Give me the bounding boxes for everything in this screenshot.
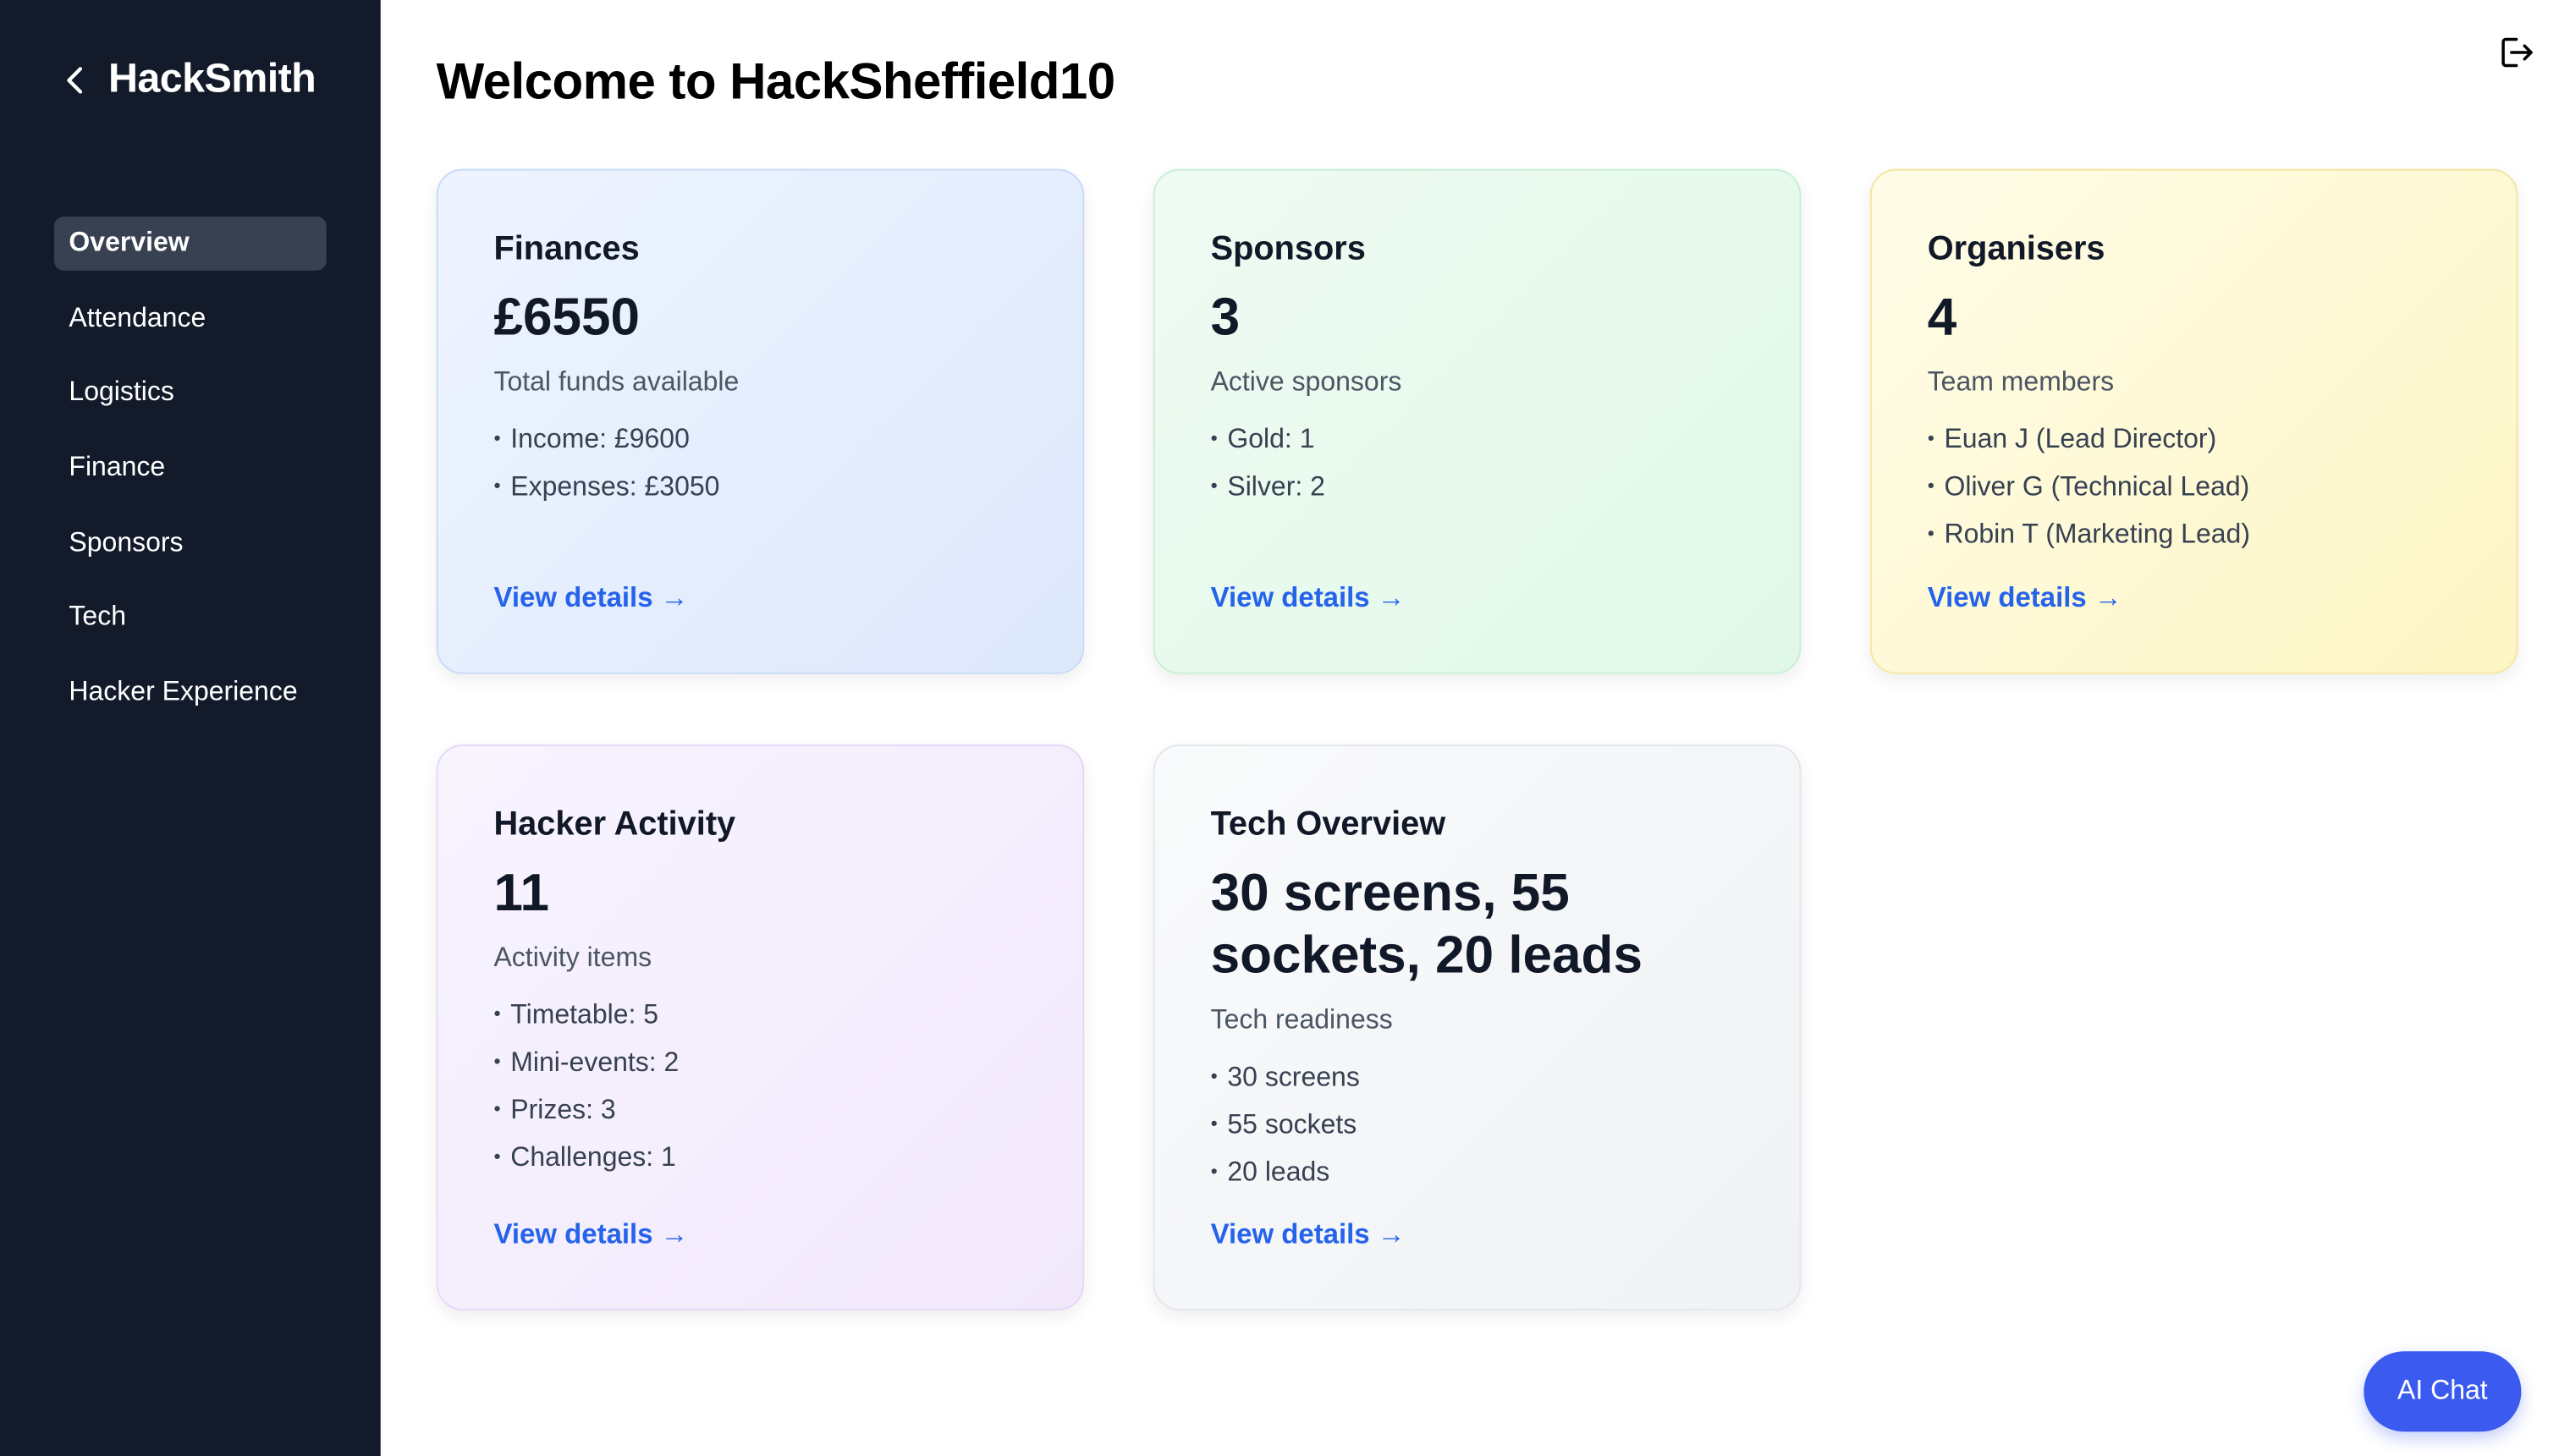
sponsors-card: Sponsors 3 Active sponsors Gold: 1Silver… xyxy=(1153,168,1802,674)
sidebar-item-attendance[interactable]: Attendance xyxy=(69,303,206,332)
sidebar-item-hacker-experience[interactable]: Hacker Experience xyxy=(69,677,298,707)
ai-chat-button[interactable]: AI Chat xyxy=(2364,1351,2522,1432)
sidebar-nav: Overview Attendance Logistics Finance Sp… xyxy=(53,216,327,741)
list-item: Oliver G (Technical Lead) xyxy=(1928,472,2461,519)
card-value: 3 xyxy=(1210,287,1241,347)
list-item: Robin T (Marketing Lead) xyxy=(1928,519,2461,567)
sidebar-item-overview[interactable]: Overview xyxy=(53,216,327,271)
list-item: Income: £9600 xyxy=(493,425,1026,472)
list-item: Euan J (Lead Director) xyxy=(1928,425,2461,472)
view-details-link[interactable]: View details → xyxy=(1210,1218,1406,1250)
card-subtitle: Total funds available xyxy=(493,367,740,398)
card-subtitle: Tech readiness xyxy=(1210,1005,1393,1036)
list-item: Timetable: 5 xyxy=(493,1000,1026,1047)
view-details-link[interactable]: View details → xyxy=(493,1218,689,1250)
brand-name: HackSmith xyxy=(107,55,316,102)
sidebar: HackSmith Overview Attendance Logistics … xyxy=(0,0,381,1456)
view-details-link[interactable]: View details → xyxy=(1210,582,1406,613)
page-title: Welcome to HackSheffield10 xyxy=(436,52,1116,110)
card-title: Organisers xyxy=(1927,229,2105,267)
card-value: 4 xyxy=(1927,287,1957,347)
finances-card: Finances £6550 Total funds available Inc… xyxy=(436,168,1085,674)
chevron-left-icon[interactable] xyxy=(63,57,89,102)
list-item: 55 sockets xyxy=(1211,1110,1744,1157)
list-item: Gold: 1 xyxy=(1211,425,1744,472)
card-value: 30 screens, 55 sockets, 20 leads xyxy=(1210,862,1643,985)
list-item: Prizes: 3 xyxy=(493,1096,1026,1143)
card-title: Tech Overview xyxy=(1210,805,1446,843)
view-details-link[interactable]: View details → xyxy=(493,582,689,613)
tech-overview-card: Tech Overview 30 screens, 55 sockets, 20… xyxy=(1153,744,1802,1310)
organisers-card: Organisers 4 Team members Euan J (Lead D… xyxy=(1869,168,2518,674)
hacker-activity-card: Hacker Activity 11 Activity items Timeta… xyxy=(436,744,1085,1310)
list-item: Challenges: 1 xyxy=(493,1143,1026,1190)
view-details-link[interactable]: View details → xyxy=(1927,582,2122,613)
brand: HackSmith xyxy=(63,56,316,103)
sidebar-item-finance[interactable]: Finance xyxy=(69,453,166,483)
sidebar-item-logistics[interactable]: Logistics xyxy=(69,377,174,408)
list-item: Expenses: £3050 xyxy=(493,472,1026,519)
card-value: 11 xyxy=(493,862,550,922)
card-title: Hacker Activity xyxy=(493,805,736,843)
sidebar-item-sponsors[interactable]: Sponsors xyxy=(69,527,184,558)
card-subtitle: Activity items xyxy=(493,942,652,973)
list-item: Mini-events: 2 xyxy=(493,1048,1026,1096)
list-item: Silver: 2 xyxy=(1211,472,1744,519)
card-title: Finances xyxy=(493,229,640,267)
card-title: Sponsors xyxy=(1210,229,1366,267)
card-subtitle: Team members xyxy=(1927,367,2115,398)
card-subtitle: Active sponsors xyxy=(1210,367,1402,398)
sidebar-item-tech[interactable]: Tech xyxy=(69,602,126,633)
logout-icon[interactable] xyxy=(2496,33,2536,73)
list-item: 30 screens xyxy=(1211,1063,1744,1110)
list-item: 20 leads xyxy=(1211,1158,1744,1206)
card-value: £6550 xyxy=(493,287,640,347)
